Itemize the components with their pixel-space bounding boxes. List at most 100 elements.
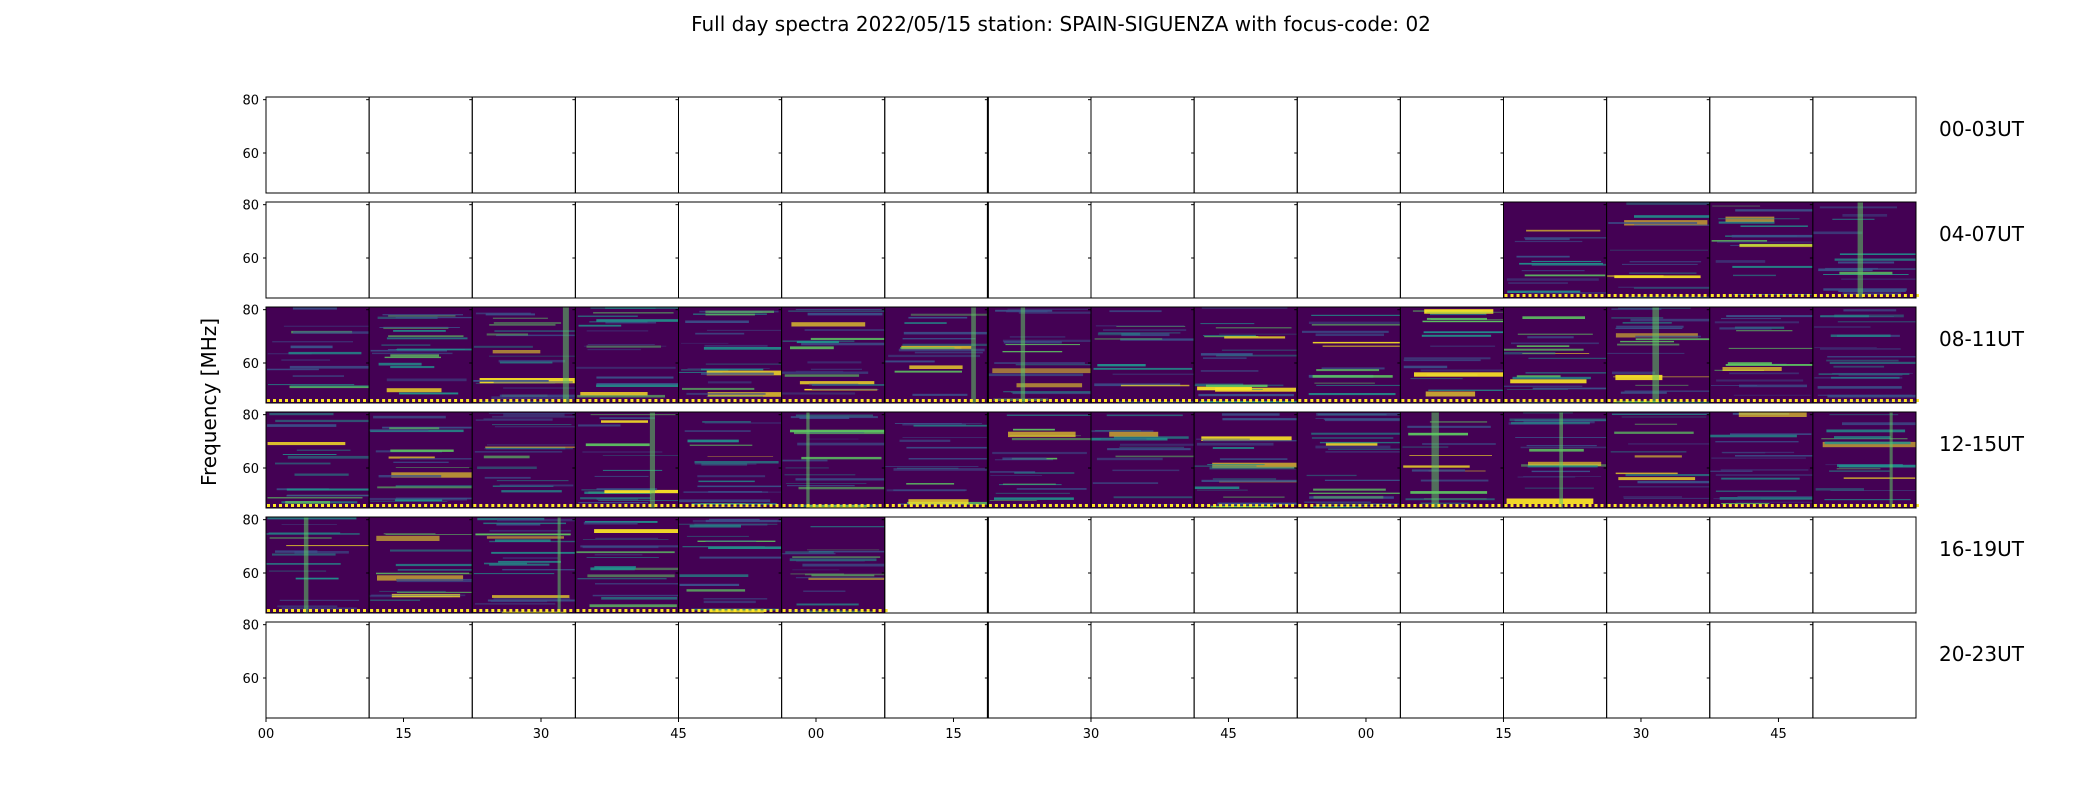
empty-panel — [1294, 516, 1401, 614]
empty-panel — [675, 96, 783, 194]
spectrogram-panel — [1706, 411, 1816, 509]
empty-panel — [984, 516, 1092, 614]
empty-panel — [881, 621, 989, 719]
empty-panel — [263, 621, 370, 719]
spectrogram-panel — [366, 411, 476, 509]
empty-panel — [1397, 621, 1504, 719]
spectrogram-panel — [1706, 201, 1816, 299]
empty-panel — [263, 96, 370, 194]
empty-panel — [469, 96, 576, 194]
empty-panel — [1500, 621, 1608, 719]
spectrogram-panel — [1809, 411, 1919, 509]
row-time-label: 20-23UT — [1939, 642, 2025, 666]
empty-panel — [572, 201, 679, 299]
y-tick-label: 80 — [242, 94, 259, 109]
spectrogram-panel — [778, 516, 888, 614]
empty-panel — [366, 621, 473, 719]
empty-panel — [1603, 621, 1711, 719]
y-tick-label: 60 — [242, 672, 259, 687]
spectrogram-panel — [675, 306, 785, 404]
empty-panel — [1397, 96, 1504, 194]
x-tick-label: 45 — [1220, 727, 1237, 742]
spectrogram-panel — [1809, 201, 1919, 299]
y-axis-label: Frequency [MHz] — [197, 318, 221, 486]
spectrogram-panel — [1397, 306, 1507, 404]
spectrogram-panel — [1294, 306, 1404, 404]
empty-panel — [1706, 621, 1814, 719]
spectra-row: 80 60 20-23UT — [242, 619, 2025, 719]
x-tick-label: 30 — [533, 727, 550, 742]
spectrogram-panel — [1603, 201, 1713, 299]
x-tick-label: 15 — [395, 727, 412, 742]
spectrogram-panel — [675, 516, 785, 614]
spectrogram-panel — [572, 411, 682, 509]
empty-panel — [1706, 516, 1814, 614]
empty-panel — [1397, 516, 1504, 614]
empty-panel — [675, 201, 783, 299]
x-tick-label: 45 — [1770, 727, 1787, 742]
empty-panel — [1088, 96, 1195, 194]
spectrogram-panel — [469, 411, 579, 509]
spectrogram-panel — [1809, 306, 1919, 404]
row-time-label: 04-07UT — [1939, 222, 2025, 246]
spectrogram-panel — [1603, 411, 1713, 509]
empty-panel — [1294, 621, 1401, 719]
y-tick-label: 60 — [242, 462, 259, 477]
spectrogram-panel — [263, 411, 372, 509]
empty-panel — [984, 96, 1092, 194]
empty-panel — [1603, 516, 1711, 614]
empty-panel — [778, 201, 886, 299]
empty-panel — [881, 96, 989, 194]
empty-panel — [1397, 201, 1504, 299]
spectrogram-panel — [675, 411, 785, 509]
empty-panel — [572, 96, 679, 194]
spectra-row: 80 60 00-03UT — [242, 94, 2025, 194]
x-tick-label: 30 — [1083, 727, 1100, 742]
empty-panel — [366, 96, 473, 194]
spectrogram-panel — [1294, 411, 1404, 509]
empty-panel — [469, 621, 576, 719]
empty-panel — [1294, 96, 1401, 194]
empty-panel — [778, 96, 886, 194]
chart-title: Full day spectra 2022/05/15 station: SPA… — [691, 12, 1431, 36]
empty-panel — [1809, 516, 1917, 614]
y-tick-label: 80 — [242, 409, 259, 424]
row-time-label: 00-03UT — [1939, 117, 2025, 141]
x-tick-label: 45 — [670, 727, 687, 742]
empty-panel — [263, 201, 370, 299]
spectrogram-panel — [263, 306, 372, 404]
spectra-grid: 80 60 00-03UT 80 60 04-07UT 80 60 08-11UT 80 60 12-… — [242, 94, 2025, 719]
empty-panel — [1809, 96, 1917, 194]
spectrogram-panel — [1088, 411, 1197, 509]
spectra-row: 80 60 08-11UT — [242, 304, 2025, 404]
y-tick-label: 60 — [242, 567, 259, 582]
empty-panel — [1191, 201, 1298, 299]
empty-panel — [1191, 96, 1298, 194]
x-tick-label: 00 — [808, 727, 825, 742]
y-tick-label: 60 — [242, 147, 259, 162]
spectrogram-panel — [881, 306, 991, 404]
x-tick-label: 30 — [1633, 727, 1650, 742]
empty-panel — [366, 201, 473, 299]
empty-panel — [1500, 96, 1608, 194]
spectrogram-panel — [366, 306, 476, 404]
row-time-label: 16-19UT — [1939, 537, 2025, 561]
spectrogram-panel — [984, 306, 1094, 404]
row-time-label: 08-11UT — [1939, 327, 2025, 351]
x-tick-label: 00 — [1358, 727, 1375, 742]
spectrogram-panel — [366, 516, 476, 614]
empty-panel — [1294, 201, 1401, 299]
empty-panel — [1500, 516, 1608, 614]
spectrogram-panel — [1397, 411, 1507, 509]
spectra-row: 80 60 12-15UT — [242, 409, 2025, 509]
empty-panel — [1191, 621, 1298, 719]
y-tick-label: 80 — [242, 304, 259, 319]
spectrogram-panel — [572, 306, 682, 404]
y-tick-label: 60 — [242, 252, 259, 267]
spectra-row: 80 60 04-07UT — [242, 199, 2025, 299]
empty-panel — [984, 201, 1092, 299]
x-tick-label: 00 — [258, 727, 275, 742]
spectrogram-panel — [778, 411, 888, 509]
empty-panel — [1088, 201, 1195, 299]
